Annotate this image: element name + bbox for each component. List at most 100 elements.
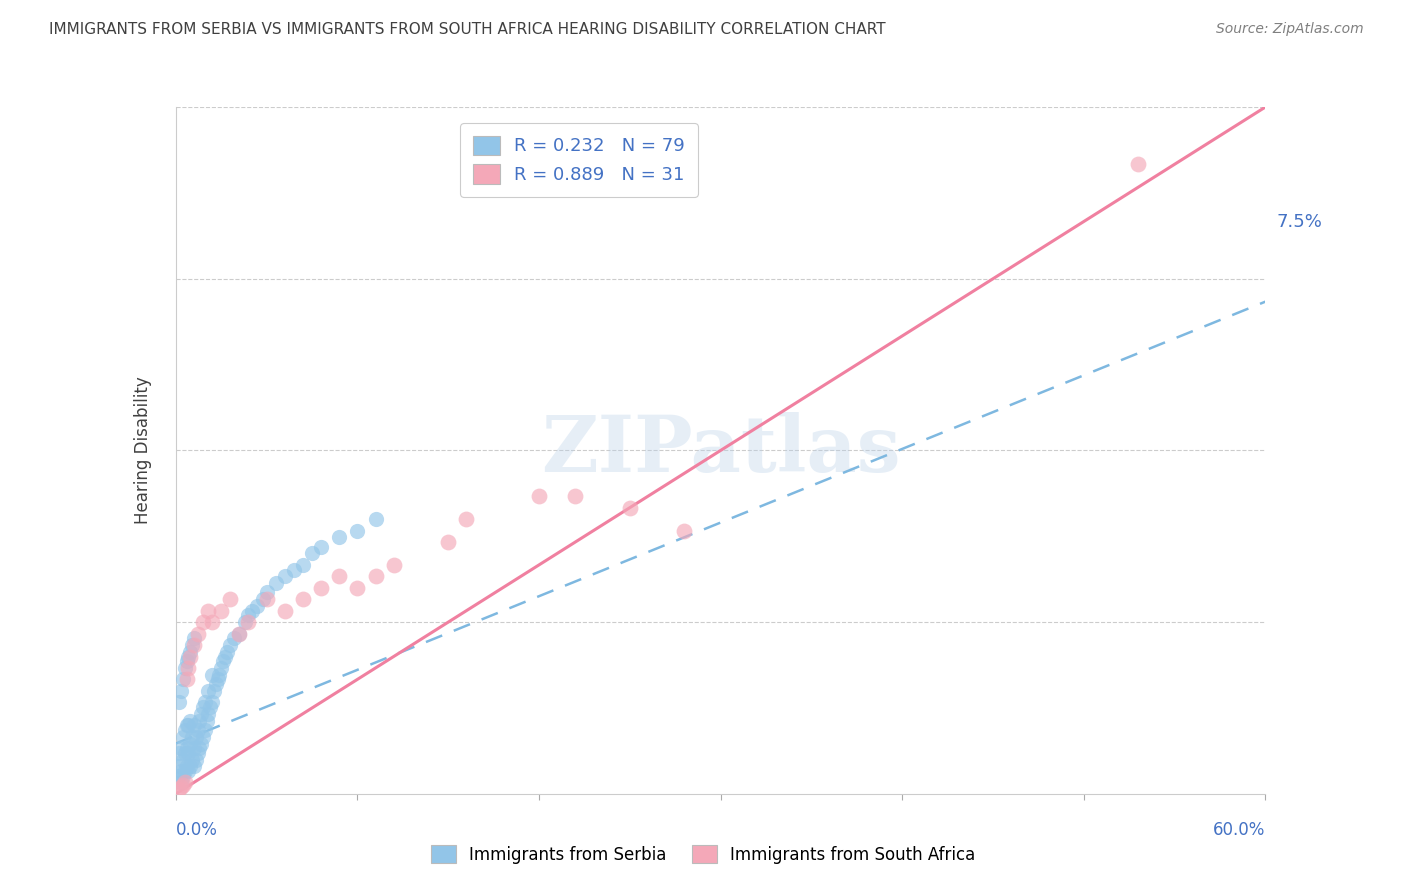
Point: [328, 531, 350, 545]
Point: [169, 759, 191, 773]
Point: [177, 661, 200, 675]
Point: [204, 677, 226, 691]
Point: [202, 683, 225, 698]
Point: [184, 730, 207, 744]
Point: [188, 714, 211, 728]
Point: [183, 638, 205, 652]
Point: [215, 645, 238, 659]
Point: [170, 780, 193, 794]
Point: [191, 699, 214, 714]
Text: Source: ZipAtlas.com: Source: ZipAtlas.com: [1216, 22, 1364, 37]
Point: [179, 737, 201, 751]
Point: [181, 730, 204, 744]
Point: [183, 741, 205, 756]
Point: [238, 615, 260, 630]
Point: [186, 626, 209, 640]
Point: [173, 661, 195, 675]
Point: [170, 741, 193, 756]
Point: [1128, 157, 1150, 171]
Point: [200, 699, 222, 714]
Point: [197, 683, 219, 698]
Point: [172, 768, 194, 782]
Point: [172, 730, 194, 744]
Point: [191, 615, 214, 630]
Point: [233, 615, 256, 630]
Point: [194, 695, 217, 709]
Point: [214, 649, 236, 664]
Point: [176, 654, 198, 668]
Point: [619, 500, 641, 515]
Point: [201, 668, 224, 682]
Point: [179, 759, 201, 773]
Point: [212, 654, 235, 668]
Point: [179, 645, 201, 659]
Text: 0.0%: 0.0%: [176, 822, 218, 839]
Point: [177, 764, 200, 778]
Point: [238, 608, 260, 623]
Point: [219, 592, 242, 607]
Point: [183, 631, 205, 645]
Point: [301, 546, 323, 561]
Point: [437, 535, 460, 549]
Point: [201, 615, 224, 630]
Point: [274, 604, 297, 618]
Legend: R = 0.232   N = 79, R = 0.889   N = 31: R = 0.232 N = 79, R = 0.889 N = 31: [460, 123, 697, 197]
Point: [179, 649, 201, 664]
Text: 7.5%: 7.5%: [1277, 212, 1322, 230]
Point: [346, 581, 368, 595]
Point: [197, 706, 219, 721]
Point: [194, 723, 217, 737]
Point: [184, 753, 207, 767]
Point: [188, 741, 211, 756]
Point: [209, 661, 232, 675]
Point: [170, 764, 193, 778]
Point: [527, 489, 550, 503]
Point: [197, 604, 219, 618]
Point: [179, 714, 201, 728]
Point: [246, 599, 269, 614]
Point: [172, 778, 194, 792]
Point: [283, 562, 305, 576]
Point: [208, 668, 231, 682]
Point: [309, 540, 332, 554]
Point: [256, 592, 278, 607]
Point: [190, 737, 212, 751]
Point: [176, 718, 198, 732]
Point: [172, 673, 194, 687]
Point: [173, 764, 195, 778]
Point: [177, 746, 200, 760]
Point: [309, 581, 332, 595]
Point: [186, 723, 209, 737]
Point: [172, 753, 194, 767]
Point: [219, 638, 242, 652]
Point: [183, 718, 205, 732]
Point: [183, 759, 205, 773]
Point: [169, 695, 191, 709]
Point: [177, 649, 200, 664]
Point: [673, 524, 696, 538]
Point: [364, 569, 387, 583]
Point: [181, 753, 204, 767]
Point: [382, 558, 405, 572]
Point: [228, 626, 250, 640]
Point: [291, 592, 314, 607]
Point: [252, 592, 274, 607]
Point: [240, 604, 263, 618]
Y-axis label: Hearing Disability: Hearing Disability: [134, 376, 152, 524]
Legend: Immigrants from Serbia, Immigrants from South Africa: Immigrants from Serbia, Immigrants from …: [425, 838, 981, 871]
Point: [456, 512, 478, 526]
Point: [207, 673, 229, 687]
Text: 60.0%: 60.0%: [1213, 822, 1265, 839]
Point: [256, 585, 278, 599]
Point: [177, 718, 200, 732]
Point: [564, 489, 586, 503]
Point: [173, 723, 195, 737]
Point: [264, 576, 287, 591]
Point: [346, 524, 368, 538]
Point: [291, 558, 314, 572]
Point: [201, 695, 224, 709]
Point: [176, 759, 198, 773]
Point: [190, 706, 212, 721]
Point: [166, 768, 188, 782]
Text: IMMIGRANTS FROM SERBIA VS IMMIGRANTS FROM SOUTH AFRICA HEARING DISABILITY CORREL: IMMIGRANTS FROM SERBIA VS IMMIGRANTS FRO…: [49, 22, 886, 37]
